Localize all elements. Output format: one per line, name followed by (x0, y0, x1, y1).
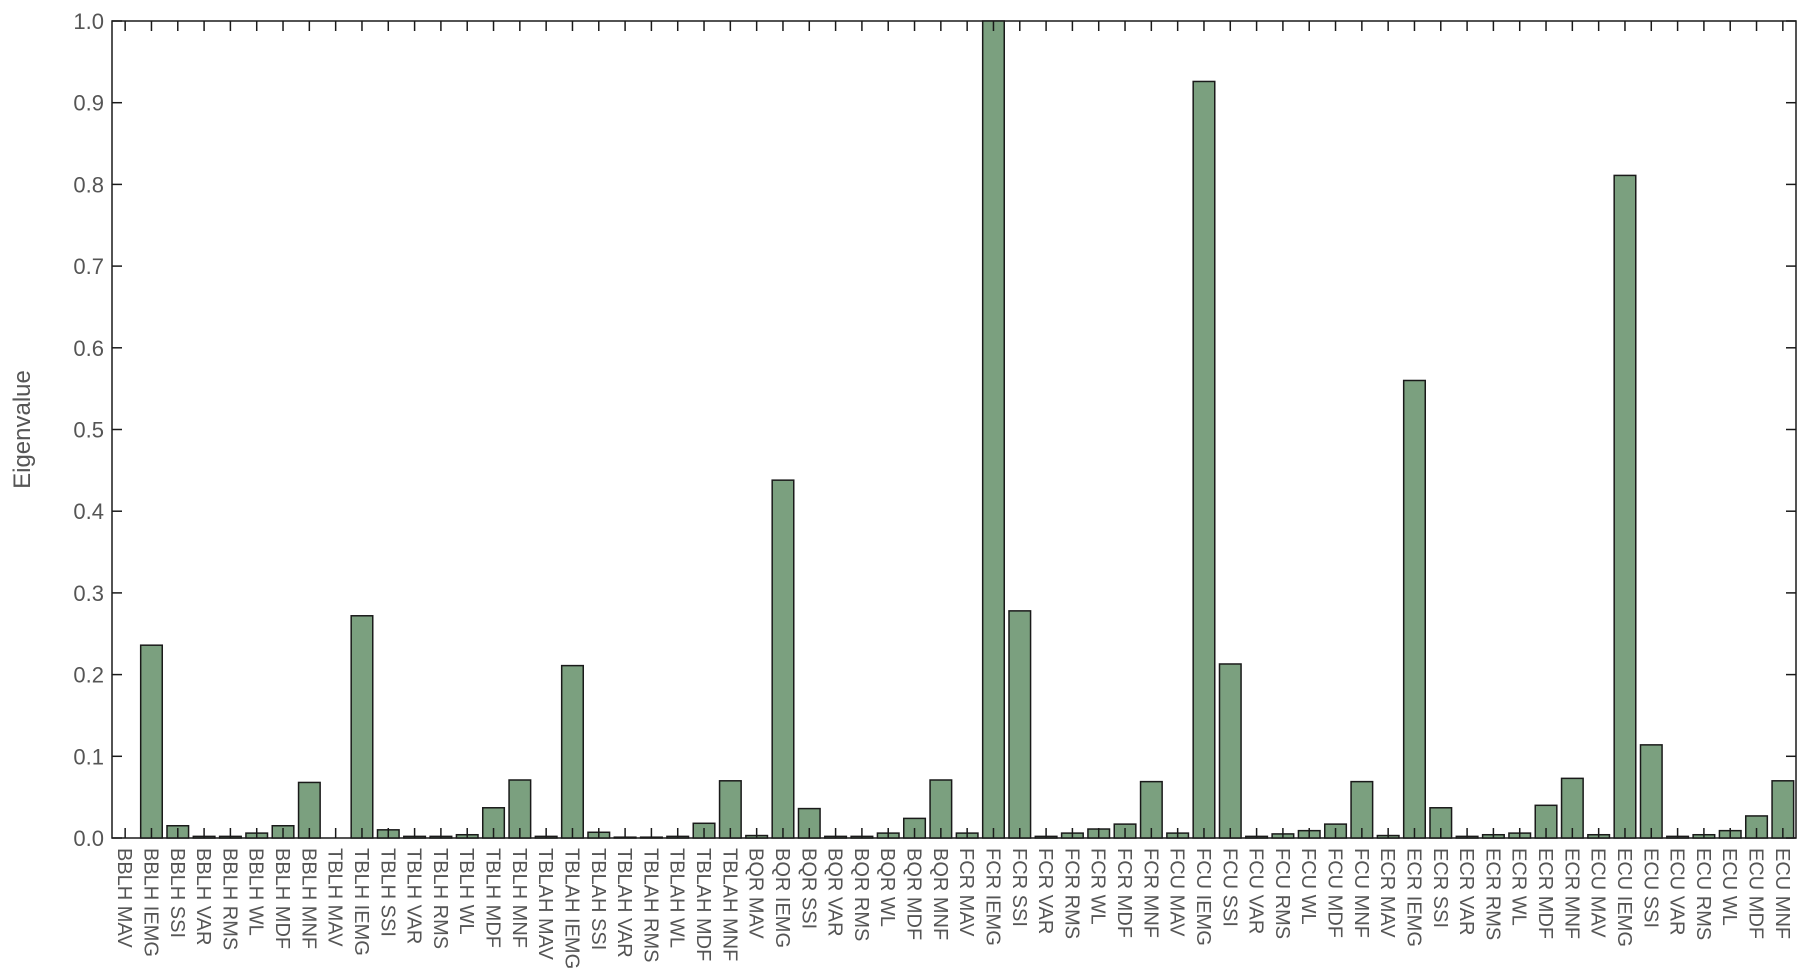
x-category-label: ECR IEMG (1402, 848, 1424, 947)
x-category-label: BBLH WL (245, 848, 267, 936)
x-category-label: ECR RMS (1481, 848, 1503, 940)
y-tick-label: 0.9 (73, 91, 104, 116)
x-category-label: ECU MDF (1745, 848, 1767, 939)
x-category-label: TBLH MNF (508, 848, 530, 948)
x-category-label: ECU SSI (1639, 848, 1661, 928)
x-category-label: BQR MNF (929, 848, 951, 940)
bar (350, 615, 374, 839)
bar (981, 20, 1006, 839)
x-category-label: FCR VAR (1034, 848, 1056, 934)
bar (1613, 174, 1637, 839)
y-tick-label: 0.6 (73, 336, 104, 361)
x-category-label: ECR SSI (1429, 848, 1451, 928)
bar (1192, 80, 1216, 839)
x-category-label: FCR SSI (1008, 848, 1030, 927)
bars-group (139, 20, 1795, 839)
x-category-label: TBLAH MAV (534, 848, 556, 961)
x-category-label: FCU WL (1297, 848, 1319, 925)
x-category-label: FCR MNF (1139, 848, 1161, 938)
x-category-label: TBLAH IEMG (560, 848, 582, 969)
x-category-label: TBLH WL (455, 848, 477, 935)
x-category-label: TBLH SSI (376, 848, 398, 937)
x-category-label: FCU VAR (1245, 848, 1267, 934)
x-category-label: FCR RMS (1060, 848, 1082, 939)
x-category-label: BBLH SSI (166, 848, 188, 938)
x-category-label: FCU RMS (1271, 848, 1293, 939)
x-category-label: BQR MAV (745, 848, 767, 939)
x-category-label: ECR MAV (1376, 848, 1398, 938)
bar (560, 664, 585, 839)
x-category-label: BQR VAR (824, 848, 846, 937)
x-category-label: ECU MAV (1587, 848, 1609, 938)
bar (139, 644, 164, 839)
x-category-label: FCR MDF (1113, 848, 1135, 938)
x-category-label: FCU SSI (1218, 848, 1240, 927)
x-category-label: ECU VAR (1666, 848, 1688, 935)
x-category-label: BBLH VAR (192, 848, 214, 945)
x-category-label: TBLH VAR (403, 848, 425, 944)
x-category-label: BQR MDF (903, 848, 925, 940)
x-category-label: ECU WL (1718, 848, 1740, 926)
x-category-label: TBLAH MDF (692, 848, 714, 961)
bar (1402, 379, 1427, 839)
x-category-label: TBLH MAV (324, 848, 346, 947)
x-category-label: FCU IEMG (1192, 848, 1214, 946)
x-category-label: ECU RMS (1692, 848, 1714, 940)
x-category-label: FCR WL (1087, 848, 1109, 925)
y-tick-label: 0.0 (73, 826, 104, 851)
x-category-label: FCU MNF (1350, 848, 1372, 938)
x-category-label: FCU MAV (1166, 848, 1188, 937)
y-tick-label: 0.1 (73, 744, 104, 769)
x-category-label: BBLH RMS (218, 848, 240, 950)
bar (1639, 744, 1663, 839)
x-category-label: BBLH MAV (113, 848, 135, 948)
y-axis: 0.0 0.1 0.2 0.3 0.4 0.5 0.6 0.7 0.8 0.9 1.0 (73, 9, 1796, 851)
x-category-label: ECR MNF (1560, 848, 1582, 939)
x-category-label: FCU MDF (1324, 848, 1346, 938)
y-tick-label: 0.7 (73, 254, 104, 279)
x-category-label: FCR IEMG (981, 848, 1003, 946)
x-category-label: ECR VAR (1455, 848, 1477, 935)
y-tick-label: 0.2 (73, 663, 104, 688)
x-category-label: TBLAH RMS (639, 848, 661, 962)
x-category-label: BBLH IEMG (139, 848, 161, 957)
x-category-label: TBLAH SSI (587, 848, 609, 950)
x-category-label: TBLAH MNF (718, 848, 740, 961)
y-tick-label: 0.5 (73, 418, 104, 443)
x-category-label: BBLH MDF (271, 848, 293, 949)
x-category-label: TBLAH VAR (613, 848, 635, 958)
x-category-label: BBLH MNF (297, 848, 319, 949)
x-category-label: BQR RMS (850, 848, 872, 941)
x-axis: BBLH MAV BBLH IEMG BBLH SSI BBLH VAR BBLH RM… (113, 21, 1793, 969)
x-category-label: BQR SSI (797, 848, 819, 929)
x-category-label: TBLH MDF (482, 848, 504, 948)
y-axis-label: Eigenvalue (9, 370, 36, 489)
x-category-label: ECR MDF (1534, 848, 1556, 939)
bar (1008, 610, 1032, 839)
x-category-label: FCR MAV (955, 848, 977, 937)
y-tick-label: 0.3 (73, 581, 104, 606)
y-tick-label: 0.8 (73, 172, 104, 197)
bar (1218, 663, 1242, 839)
y-tick-label: 1.0 (73, 9, 104, 34)
x-category-label: TBLH IEMG (350, 848, 372, 956)
x-category-label: TBLH RMS (429, 848, 451, 949)
x-category-label: TBLAH WL (666, 848, 688, 948)
x-category-label: ECR WL (1508, 848, 1530, 926)
y-tick-label: 0.4 (73, 499, 104, 524)
x-category-label: ECU IEMG (1613, 848, 1635, 947)
x-category-label: ECU MNF (1771, 848, 1793, 939)
x-category-label: BQR IEMG (771, 848, 793, 948)
x-category-label: BQR WL (876, 848, 898, 927)
bar (771, 479, 795, 839)
